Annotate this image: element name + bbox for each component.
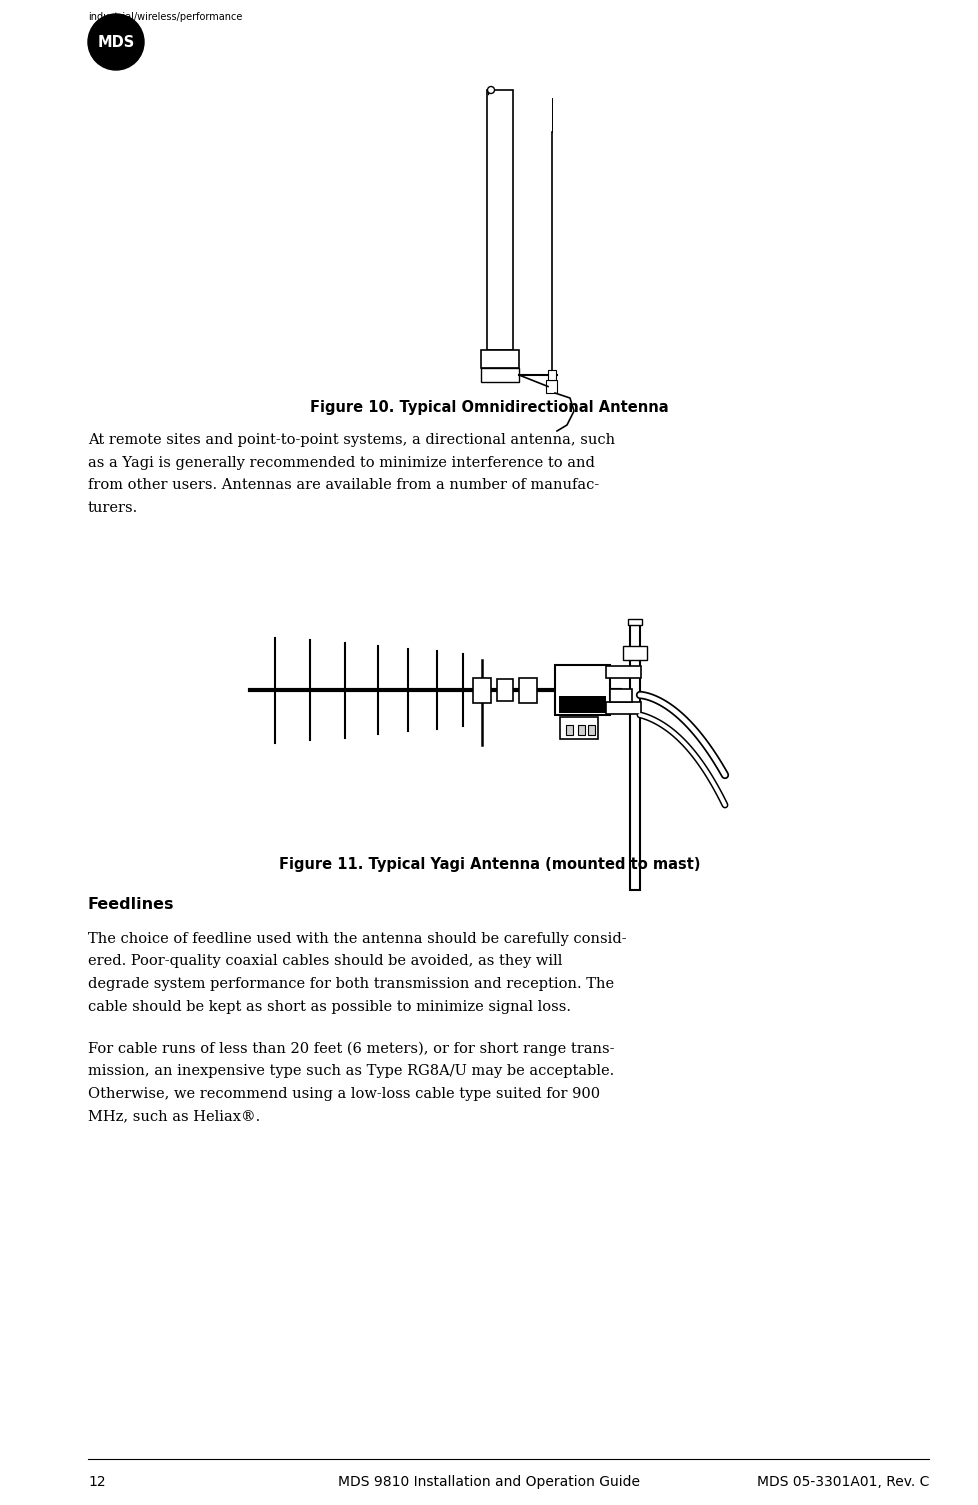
Bar [577, 725, 585, 734]
Bar [480, 369, 518, 382]
Circle shape [88, 14, 144, 71]
Text: For cable runs of less than 20 feet (6 meters), or for short range trans-: For cable runs of less than 20 feet (6 m… [88, 1041, 614, 1057]
Bar [559, 716, 598, 739]
Bar [622, 646, 646, 661]
Text: The choice of feedline used with the antenna should be carefully consid-: The choice of feedline used with the ant… [88, 932, 626, 947]
Bar [497, 679, 512, 701]
Bar [486, 90, 512, 351]
Text: MDS 05-3301A01, Rev. C: MDS 05-3301A01, Rev. C [756, 1475, 928, 1488]
Text: MDS: MDS [97, 35, 135, 50]
Text: Figure 10. Typical Omnidirectional Antenna: Figure 10. Typical Omnidirectional Anten… [310, 400, 668, 415]
Text: ered. Poor-quality coaxial cables should be avoided, as they will: ered. Poor-quality coaxial cables should… [88, 954, 561, 969]
Bar [546, 379, 556, 393]
Text: Otherwise, we recommend using a low-loss cable type suited for 900: Otherwise, we recommend using a low-loss… [88, 1087, 600, 1102]
Bar [609, 688, 632, 701]
Bar [518, 677, 537, 703]
Text: cable should be kept as short as possible to minimize signal loss.: cable should be kept as short as possibl… [88, 999, 570, 1013]
Bar [630, 625, 640, 889]
Text: Feedlines: Feedlines [88, 897, 174, 912]
Bar [627, 619, 642, 625]
Text: as a Yagi is generally recommended to minimize interference to and: as a Yagi is generally recommended to mi… [88, 456, 595, 470]
Text: industrial/wireless/performance: industrial/wireless/performance [88, 12, 243, 23]
Text: MDS 9810 Installation and Operation Guide: MDS 9810 Installation and Operation Guid… [338, 1475, 640, 1488]
Text: 12: 12 [88, 1475, 106, 1488]
Text: Figure 11. Typical Yagi Antenna (mounted to mast): Figure 11. Typical Yagi Antenna (mounted… [279, 856, 699, 871]
Bar [558, 695, 605, 713]
Text: mission, an inexpensive type such as Type RG8A/U may be acceptable.: mission, an inexpensive type such as Typ… [88, 1064, 613, 1079]
Bar [588, 725, 595, 734]
Bar [565, 725, 572, 734]
Bar [548, 370, 556, 379]
Bar [605, 667, 641, 677]
Bar [472, 677, 491, 703]
Text: from other users. Antennas are available from a number of manufac-: from other users. Antennas are available… [88, 479, 599, 492]
Bar [605, 701, 641, 713]
Text: degrade system performance for both transmission and reception. The: degrade system performance for both tran… [88, 977, 613, 990]
Bar [480, 351, 518, 369]
Circle shape [487, 86, 494, 93]
Text: At remote sites and point-to-point systems, a directional antenna, such: At remote sites and point-to-point syste… [88, 433, 614, 447]
Bar [555, 665, 609, 715]
Text: turers.: turers. [88, 501, 138, 515]
Text: MHz, such as Heliax®.: MHz, such as Heliax®. [88, 1109, 260, 1124]
